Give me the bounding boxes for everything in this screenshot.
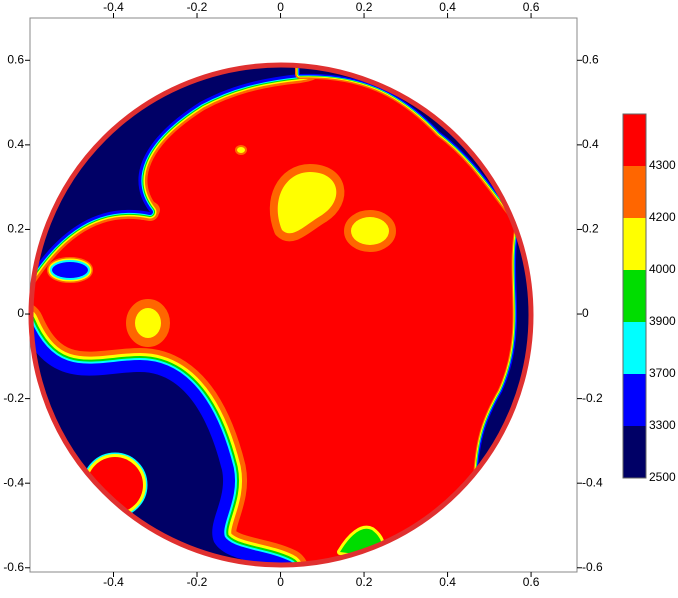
colorbar-label: 3700 (649, 366, 676, 380)
x-tick-label: -0.2 (187, 575, 208, 589)
colorbar-band (623, 322, 646, 374)
x-tick-label: 0.4 (439, 575, 456, 589)
y-tick-label: 0.4 (582, 137, 599, 151)
x-tick-label: 0 (277, 575, 284, 589)
axes: -0.4 -0.4 -0.2 -0.2 0 0 0.2 0.2 0.4 0.4 0.6 0.6 -0.6… (3, 0, 603, 589)
colorbar-label: 4300 (649, 158, 676, 172)
colorbar-label: 3900 (649, 314, 676, 328)
y-tick-label: -0.4 (582, 475, 603, 489)
colorbar-label: 4000 (649, 262, 676, 276)
y-tick-label: 0 (17, 306, 24, 320)
contour-region (351, 217, 389, 245)
colorbar-band (623, 270, 646, 322)
x-tick-label: -0.4 (103, 575, 124, 589)
colorbar-label: 2500 (649, 470, 676, 484)
colorbar-band (623, 218, 646, 270)
x-tick-label: 0.2 (356, 0, 373, 14)
x-tick-label: 0 (277, 0, 284, 14)
contour-region (135, 308, 161, 338)
y-tick-label: 0 (582, 306, 589, 320)
x-tick-label: 0.4 (439, 0, 456, 14)
contour-region (52, 262, 88, 278)
colorbar-band (623, 374, 646, 426)
y-tick-label: 0.4 (7, 137, 24, 151)
y-tick-label: 0.6 (7, 52, 24, 66)
y-tick-label: -0.6 (3, 560, 24, 574)
contour-region (237, 147, 245, 153)
y-tick-label: -0.4 (3, 475, 24, 489)
colorbar-band (623, 114, 646, 166)
colorbar: 2500 3300 3700 3900 4000 4200 4300 (622, 113, 676, 484)
colorbar-band (623, 166, 646, 218)
y-tick-label: -0.2 (3, 391, 24, 405)
y-tick-label: -0.2 (582, 391, 603, 405)
y-tick-label: 0.2 (582, 222, 599, 236)
x-tick-label: 0.2 (356, 575, 373, 589)
y-tick-label: -0.6 (582, 560, 603, 574)
contour-field (31, 65, 531, 565)
x-tick-label: 0.6 (523, 575, 540, 589)
colorbar-label: 3300 (649, 418, 676, 432)
colorbar-frame (622, 113, 647, 479)
y-tick-label: 0.2 (7, 222, 24, 236)
x-tick-label: -0.2 (187, 0, 208, 14)
colorbar-label: 4200 (649, 210, 676, 224)
x-tick-label: 0.6 (523, 0, 540, 14)
y-tick-label: 0.6 (582, 52, 599, 66)
x-tick-label: -0.4 (103, 0, 124, 14)
colorbar-band (623, 426, 646, 478)
boundary (28, 62, 534, 568)
